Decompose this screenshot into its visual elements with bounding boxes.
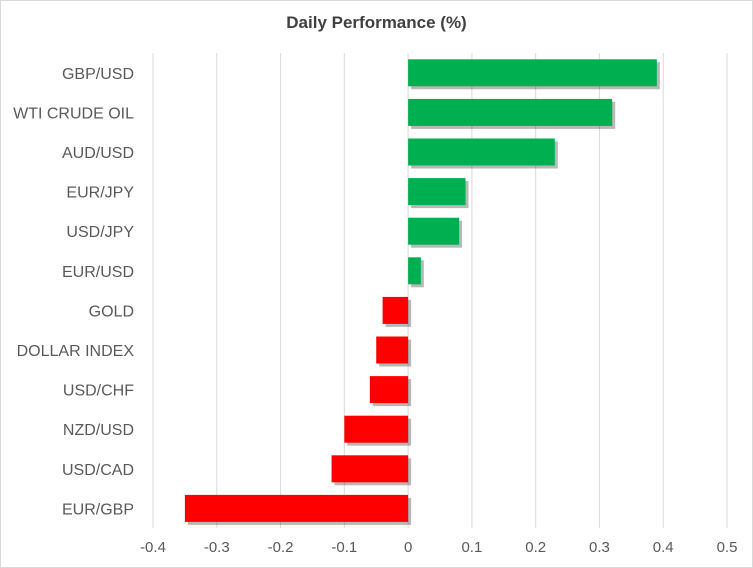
x-tick-label: -0.1 — [331, 539, 357, 556]
x-tick-label: 0.4 — [653, 539, 674, 556]
category-label: EUR/USD — [62, 264, 134, 281]
category-label: AUD/USD — [62, 145, 134, 162]
chart-title: Daily Performance (%) — [286, 13, 467, 32]
x-tick-label: 0.3 — [589, 539, 610, 556]
x-tick-label: 0 — [404, 539, 412, 556]
x-tick-label: -0.4 — [140, 539, 166, 556]
category-label: USD/CHF — [63, 383, 134, 400]
bar-eur-jpy — [408, 178, 466, 206]
x-tick-label: 0.5 — [717, 539, 738, 556]
category-label: USD/CAD — [62, 462, 134, 479]
grid-layer — [152, 53, 728, 529]
bar-usd-chf — [369, 376, 409, 404]
bar-eur-gbp — [184, 494, 409, 522]
category-label: EUR/GBP — [62, 501, 134, 518]
bar-layer — [184, 59, 660, 525]
bar-gold — [382, 296, 409, 324]
bar-wti-crude-oil — [408, 98, 613, 126]
bar-nzd-usd — [344, 415, 409, 443]
category-label: GOLD — [89, 303, 134, 320]
bar-usd-jpy — [408, 217, 460, 245]
bar-aud-usd — [408, 138, 555, 166]
x-tick-label: -0.2 — [268, 539, 294, 556]
category-label: WTI CRUDE OIL — [13, 105, 134, 122]
bar-eur-usd — [408, 257, 421, 285]
category-label: EUR/JPY — [66, 185, 134, 202]
bar-dollar-index — [376, 336, 409, 364]
x-tick-label: 0.1 — [461, 539, 482, 556]
label-layer: -0.4 -0.3 -0.2 -0.1 0 0.1 0.2 0.3 0.4 0.5 GBP/USD W… — [13, 66, 737, 556]
category-label: GBP/USD — [62, 66, 134, 83]
x-tick-label: 0.2 — [525, 539, 546, 556]
category-label: NZD/USD — [63, 422, 134, 439]
category-label: DOLLAR INDEX — [17, 343, 135, 360]
bar-gbp-usd — [408, 59, 657, 87]
x-tick-label: -0.3 — [204, 539, 230, 556]
category-label: USD/JPY — [66, 224, 134, 241]
bar-usd-cad — [331, 455, 409, 483]
